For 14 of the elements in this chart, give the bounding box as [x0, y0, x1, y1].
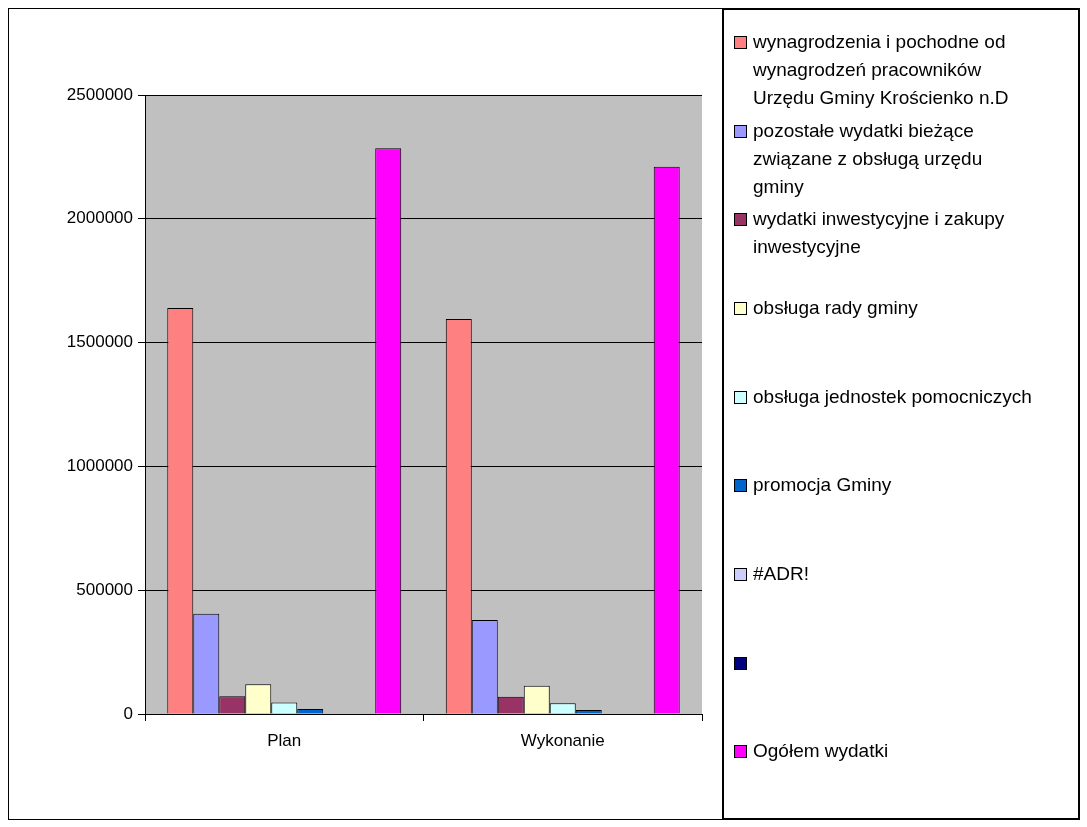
- legend-label: obsługa rady gminy: [753, 296, 918, 320]
- y-tick-label: 2000000: [66, 208, 133, 228]
- y-tick-label: 1500000: [66, 332, 133, 352]
- legend-label: Ogółem wydatki: [753, 739, 889, 764]
- legend-label: promocja Gminy: [753, 473, 892, 498]
- y-tick-label: 2500000: [66, 84, 133, 104]
- y-tick-label: 500000: [76, 579, 133, 599]
- y-tick-label: 1000000: [66, 456, 133, 476]
- legend-label: #ADR!: [753, 562, 809, 586]
- legend-label: wydatki inwestycyjne i zakupy inwestycyjne: [753, 207, 1006, 260]
- legend-label: obsługa jednostek pomocniczych: [753, 384, 1032, 409]
- y-tick-label: 0: [123, 703, 133, 723]
- x-tick-label: Plan: [267, 730, 302, 750]
- x-tick-label: Wykonanie: [520, 730, 605, 750]
